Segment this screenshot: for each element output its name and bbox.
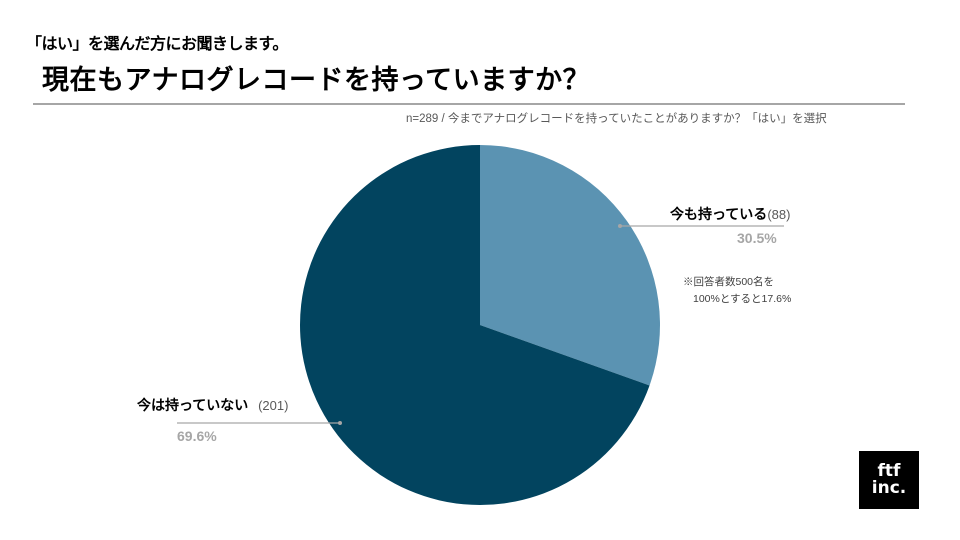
leader-line-no-dot: [338, 421, 342, 425]
chart-title: 現在もアナログレコードを持っていますか？: [42, 65, 591, 96]
logo-line1: ftf: [877, 461, 901, 481]
slice-label-no-name: 今は持っていない: [137, 398, 249, 414]
logo-line2: inc.: [871, 478, 907, 498]
slice-label-yes-count: (88): [767, 207, 791, 222]
chart-subtitle: 「はい」を選んだ方にお聞きします。: [26, 34, 288, 53]
pie-slice-no: [300, 145, 650, 505]
slice-label-yes-name: 今も持っている: [670, 207, 768, 223]
title-divider: [33, 103, 905, 105]
sample-note: n=289 / 今までアナログレコードを持っていたことがありますか？「はい」を選…: [406, 113, 827, 125]
footnote-line1: ※回答者数500名を: [683, 276, 775, 288]
company-logo: ftf inc.: [859, 451, 919, 509]
slice-label-no: 今は持っていない (201): [137, 395, 288, 415]
leader-line-yes-dot: [618, 224, 622, 228]
slice-pct-no: 69.6%: [177, 428, 217, 444]
pie-slice-yes: [480, 145, 661, 386]
footnote-line2: 100%とすると17.6%: [693, 293, 792, 305]
slice-pct-yes: 30.5%: [737, 230, 777, 246]
slice-label-no-count: (201): [258, 398, 289, 413]
slice-label-yes: 今も持っている(88): [670, 204, 790, 224]
footnote: ※回答者数500名を 100%とすると17.6%: [683, 274, 791, 308]
